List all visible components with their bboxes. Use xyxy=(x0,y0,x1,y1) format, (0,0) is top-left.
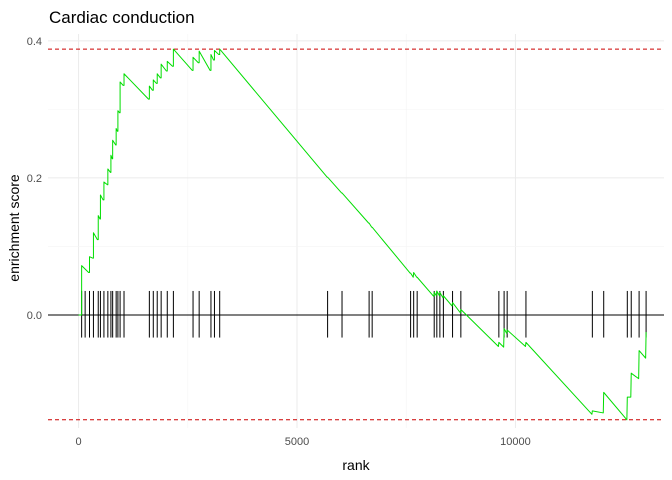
y-tick-label: 0.4 xyxy=(27,36,42,48)
y-tick-label: 0.0 xyxy=(27,310,42,322)
enrichment-score-line xyxy=(78,48,647,421)
x-tick-label: 0 xyxy=(76,436,82,448)
x-tick-label: 10000 xyxy=(500,436,531,448)
x-axis-title: rank xyxy=(342,457,370,473)
chart-title: Cardiac conduction xyxy=(49,8,195,27)
y-axis-title: enrichment score xyxy=(6,174,22,282)
y-tick-label: 0.2 xyxy=(27,173,42,185)
reference-lines xyxy=(48,48,664,421)
x-tick-label: 5000 xyxy=(285,436,309,448)
tick-labels: 0 5000 10000 0.0 0.2 0.4 xyxy=(27,36,531,448)
enrichment-series xyxy=(78,48,647,421)
